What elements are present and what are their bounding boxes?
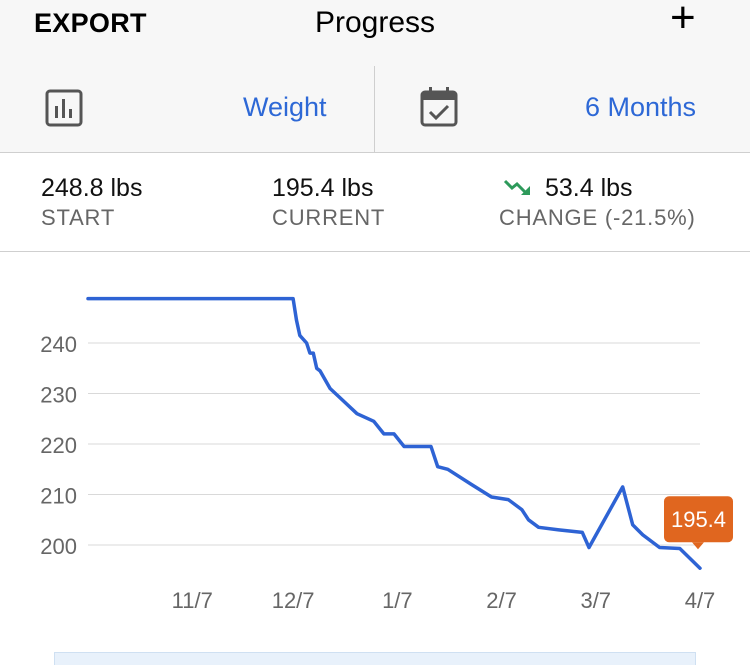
current-label: CURRENT	[272, 205, 386, 230]
entries-panel-edge	[54, 652, 696, 665]
change-label: CHANGE (-21.5%)	[499, 205, 696, 230]
range-label: 6 Months	[585, 92, 697, 122]
page-title: Progress	[314, 6, 436, 39]
start-label: START	[41, 205, 116, 230]
add-button[interactable]: +	[670, 0, 696, 42]
x-tick-label: 1/7	[382, 588, 413, 613]
chart-canvas: 200 210 220 230 240 11/7 12/7 1/7 2/7 3/7 4/7 195.4	[40, 296, 733, 613]
stat-start: 248.8 lbs START	[41, 173, 142, 231]
stat-current: 195.4 lbs CURRENT	[272, 173, 385, 231]
metric-selector[interactable]: Weight	[0, 66, 375, 152]
bar-chart-icon	[44, 88, 84, 133]
metric-label: Weight	[243, 92, 327, 122]
top-bar: EXPORT Progress +	[0, 0, 750, 67]
x-tick-label: 3/7	[580, 588, 611, 613]
change-value: 53.4 lbs	[545, 174, 633, 202]
start-value: 248.8 lbs	[41, 174, 143, 202]
change-value-row: 53.4 lbs	[499, 173, 696, 203]
x-tick-label: 4/7	[685, 588, 716, 613]
weight-chart: 200 210 220 230 240 11/7 12/7 1/7 2/7 3/7 4/7 195.4	[0, 252, 750, 661]
y-tick-label: 240	[40, 332, 77, 357]
selector-bar: Weight 6 Months	[0, 66, 750, 153]
weight-series-line	[86, 296, 702, 570]
calendar-check-icon	[419, 86, 459, 133]
current-value: 195.4 lbs	[272, 174, 374, 202]
tooltip-pointer	[692, 542, 704, 550]
x-tick-label: 12/7	[272, 588, 315, 613]
y-tick-label: 230	[40, 383, 77, 408]
x-tick-label: 2/7	[486, 588, 517, 613]
stats-row: 248.8 lbs START 195.4 lbs CURRENT 53.4 l…	[0, 153, 750, 252]
y-tick-label: 210	[40, 484, 77, 509]
y-tick-label: 200	[40, 534, 77, 559]
tooltip-bubble	[664, 496, 733, 543]
stat-change: 53.4 lbs CHANGE (-21.5%)	[499, 173, 696, 231]
y-tick-label: 220	[40, 433, 77, 458]
range-selector[interactable]: 6 Months	[375, 66, 750, 152]
x-tick-label: 11/7	[172, 588, 213, 613]
tooltip-value: 195.4	[671, 507, 726, 532]
export-button[interactable]: EXPORT	[34, 8, 147, 38]
trend-down-icon	[503, 175, 533, 206]
